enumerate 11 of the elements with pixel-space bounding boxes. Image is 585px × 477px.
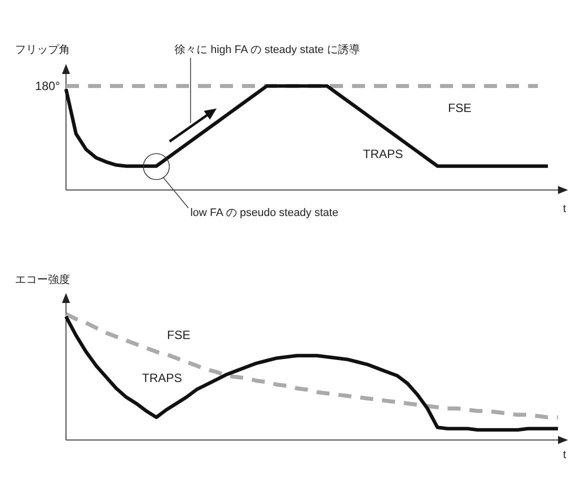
series-label: FSE xyxy=(167,328,190,342)
text: 徐々に high FA の steady state に誘導 xyxy=(174,43,360,56)
x-axis-title: t xyxy=(563,449,566,461)
series-label: TRAPS xyxy=(363,147,404,161)
text: low FA の pseudo steady state xyxy=(190,207,338,219)
y-axis-title: フリップ角 xyxy=(15,43,70,56)
series-label: TRAPS xyxy=(142,371,182,385)
x-axis-title: t xyxy=(563,203,566,215)
y-axis-title: エコー強度 xyxy=(15,273,70,286)
text: 180° xyxy=(35,79,60,93)
series-label: FSE xyxy=(448,101,472,115)
